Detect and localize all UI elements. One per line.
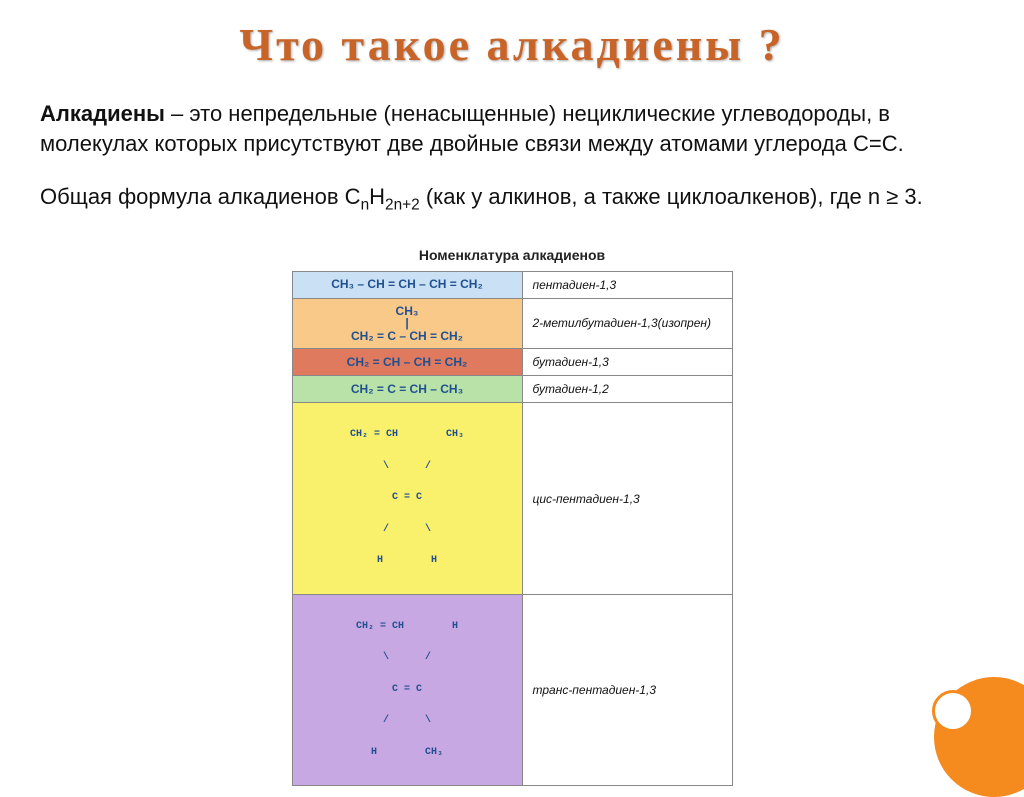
formula-cell: CH₂ = CH H \ / C = C / \ H CH₃ <box>292 594 522 786</box>
formula-line: CH₂ = C – CH = CH₂ <box>303 330 512 343</box>
definition-text: – это непредельные (ненасыщенные) нецикл… <box>40 101 904 156</box>
formula-cell: CH₃ | CH₂ = C – CH = CH₂ <box>292 298 522 349</box>
p2sub2: 2n+2 <box>385 197 420 214</box>
table-row: CH₂ = C = CH – CH₃ бутадиен-1,2 <box>292 376 732 403</box>
p2sub1: n <box>361 197 370 214</box>
formula-line: | <box>303 317 512 330</box>
p2a: Общая формула алкадиенов C <box>40 184 361 209</box>
nomenclature-table: CH₃ – CH = CH – CH = CH₂ пентадиен-1,3 C… <box>292 271 733 787</box>
name-cell: бутадиен-1,3 <box>522 349 732 376</box>
page-title: Что такое алкадиены ? <box>40 18 984 71</box>
formula-line: C = C <box>303 685 512 696</box>
formula-paragraph: Общая формула алкадиенов CnH2n+2 (как у … <box>40 182 974 216</box>
formula-line: CH₂ = CH – CH = CH₂ <box>303 356 512 369</box>
p2c: (как у алкинов, а также циклоалкенов), г… <box>420 184 923 209</box>
table-wrap: Номенклатура алкадиенов CH₃ – CH = CH – … <box>40 247 984 787</box>
formula-cell: CH₂ = CH CH₃ \ / C = C / \ H H <box>292 403 522 595</box>
name-cell: транс-пентадиен-1,3 <box>522 594 732 786</box>
formula-line: H CH₃ <box>303 748 512 759</box>
table-row: CH₂ = CH H \ / C = C / \ H CH₃ транс-пен… <box>292 594 732 786</box>
formula-line: / \ <box>303 716 512 727</box>
corner-decoration <box>884 627 1024 767</box>
table-row: CH₃ – CH = CH – CH = CH₂ пентадиен-1,3 <box>292 271 732 298</box>
table-caption: Номенклатура алкадиенов <box>40 247 984 263</box>
formula-cell: CH₂ = CH – CH = CH₂ <box>292 349 522 376</box>
name-cell: цис-пентадиен-1,3 <box>522 403 732 595</box>
table-row: CH₃ | CH₂ = C – CH = CH₂ 2-метилбутадиен… <box>292 298 732 349</box>
formula-line: / \ <box>303 525 512 536</box>
formula-line: CH₂ = C = CH – CH₃ <box>303 383 512 396</box>
formula-line: CH₂ = CH CH₃ <box>303 430 512 441</box>
formula-line: \ / <box>303 462 512 473</box>
name-cell: бутадиен-1,2 <box>522 376 732 403</box>
formula-line: CH₂ = CH H <box>303 622 512 633</box>
formula-cell: CH₂ = C = CH – CH₃ <box>292 376 522 403</box>
spacer <box>40 158 984 182</box>
term-bold: Алкадиены <box>40 101 165 126</box>
formula-cell: CH₃ – CH = CH – CH = CH₂ <box>292 271 522 298</box>
p2b: H <box>369 184 385 209</box>
name-cell: 2-метилбутадиен-1,3(изопрен) <box>522 298 732 349</box>
definition-paragraph: Алкадиены – это непредельные (ненасыщенн… <box>40 99 974 158</box>
formula-line: CH₃ – CH = CH – CH = CH₂ <box>303 278 512 291</box>
name-cell: пентадиен-1,3 <box>522 271 732 298</box>
formula-line: \ / <box>303 653 512 664</box>
circle-icon <box>932 690 974 732</box>
formula-line: C = C <box>303 493 512 504</box>
table-row: CH₂ = CH CH₃ \ / C = C / \ H H цис-пента… <box>292 403 732 595</box>
slide: Что такое алкадиены ? Алкадиены – это не… <box>0 0 1024 767</box>
table-row: CH₂ = CH – CH = CH₂ бутадиен-1,3 <box>292 349 732 376</box>
formula-line: H H <box>303 556 512 567</box>
